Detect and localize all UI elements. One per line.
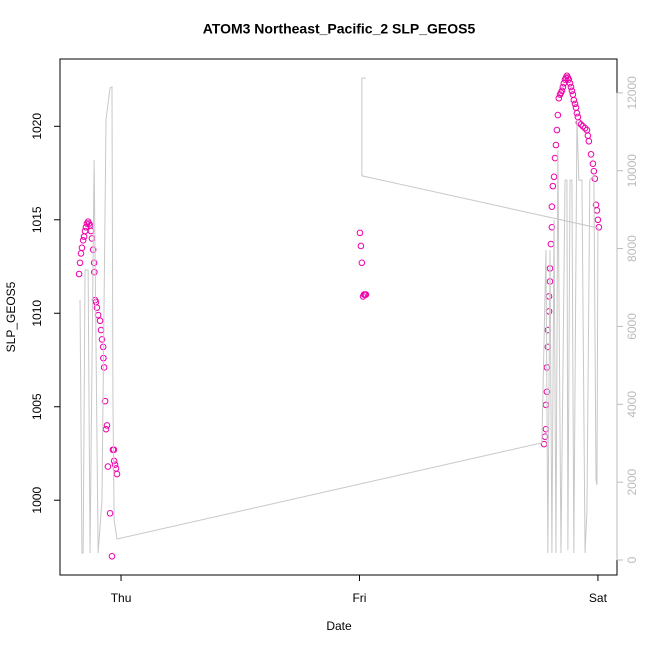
point [362,291,370,298]
point [549,182,557,190]
point [555,94,563,102]
y2-tick-label: 12000 [625,76,639,110]
point [575,119,583,126]
point [76,259,84,267]
point [591,175,599,182]
point [108,553,116,560]
point [587,151,595,158]
chart-title: ATOM3 Northeast_Pacific_2 SLP_GEOS5 [203,21,476,37]
point [77,250,85,257]
point [569,91,577,98]
point [568,87,576,95]
point [567,83,575,91]
y2-tick-label: 6000 [625,313,639,340]
y2-tick-label: 2000 [625,468,639,495]
x-tick-label: Sat [589,591,608,605]
point [585,137,593,145]
point [577,121,585,128]
point [560,80,568,87]
point [570,96,578,104]
point [80,233,88,240]
point [552,141,560,149]
point [78,244,86,252]
point [542,401,550,409]
point [100,364,108,371]
point [106,510,114,517]
y-axis-label: SLP_GEOS5 [4,281,18,352]
y-tick-label: 1000 [30,487,44,514]
point [551,154,559,162]
point [81,227,89,235]
point [548,223,556,231]
point [102,425,110,433]
point [545,293,553,300]
point [550,173,558,181]
point [75,270,83,278]
point [553,126,561,134]
point [584,132,592,139]
point [554,111,562,119]
point [98,336,106,343]
point [542,425,550,433]
y2-tick-label: 0 [625,556,639,563]
point [91,268,98,276]
y2-tick-label: 4000 [625,391,639,418]
point [90,259,98,267]
plot-frame [59,58,618,576]
point [79,237,87,244]
point [357,242,365,250]
point [558,87,566,95]
point [545,308,553,315]
point [571,100,579,108]
point [548,203,556,210]
point [111,461,119,468]
x-axis-label: Date [326,619,352,633]
point [110,457,118,465]
point [547,240,555,248]
point [103,422,111,429]
point [97,326,105,334]
point [574,113,582,121]
y-tick-label: 1020 [30,113,44,140]
y2-tick-label: 10000 [625,154,639,188]
y-tick-label: 1015 [30,206,44,233]
point [566,80,574,87]
point [96,317,104,325]
point [93,304,101,311]
point [358,259,366,267]
point [572,104,580,111]
point [589,160,597,167]
point [579,123,587,130]
point [593,207,601,214]
y-tick-label: 1005 [30,393,44,420]
point [590,167,598,175]
point [594,216,602,224]
point [88,235,96,242]
y-tick-label: 1010 [30,300,44,327]
point [101,397,109,405]
point [356,229,364,237]
point [573,109,581,117]
point [113,470,121,478]
point [559,83,567,91]
y2-tick-label: 8000 [625,235,639,262]
line [79,77,599,554]
point [104,463,112,470]
x-tick-label: Thu [111,591,132,605]
point [565,76,573,83]
x-tick-label: Fri [352,591,366,605]
point [581,124,589,132]
